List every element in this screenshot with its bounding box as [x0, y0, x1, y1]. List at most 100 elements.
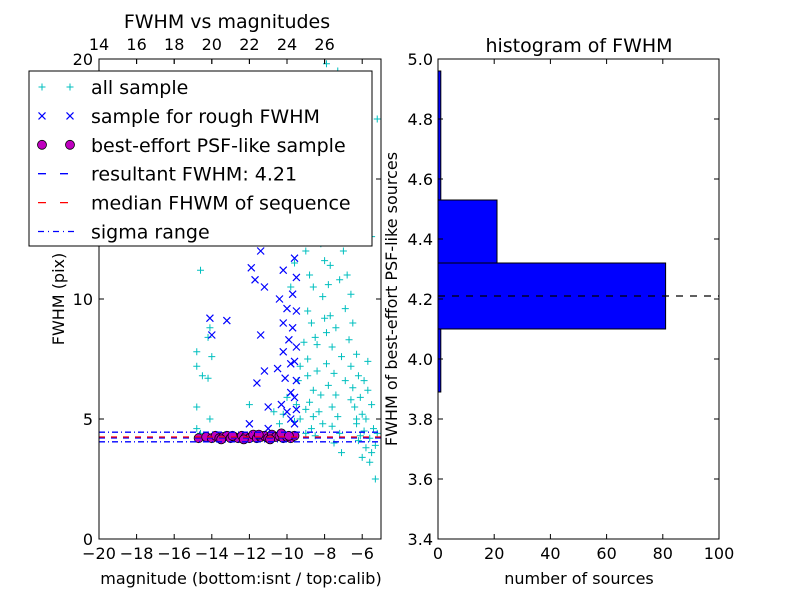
all-sample-point: [347, 362, 355, 370]
rough-fwhm-point: [205, 314, 214, 323]
legend-entry: resultant FWHM: 4.21: [38, 164, 297, 186]
all-sample-point: [330, 439, 338, 447]
all-sample-point: [275, 420, 283, 428]
all-sample-point: [197, 266, 205, 274]
all-sample-point: [336, 429, 344, 437]
all-sample-point: [358, 410, 366, 418]
rough-fwhm-point: [292, 307, 301, 315]
rough-fwhm-point: [283, 304, 291, 313]
legend-plus-marker: [66, 83, 74, 91]
all-sample-point: [283, 393, 291, 401]
x-tick-label: −16: [157, 544, 191, 563]
all-sample-point: [306, 398, 314, 406]
legend: all sample sample for rough FWHM best-effo…: [28, 70, 373, 247]
all-sample-point: [206, 415, 214, 423]
right-chart-title: histogram of FWHM: [485, 35, 672, 57]
rough-fwhm-point: [292, 343, 301, 351]
all-sample-point: [362, 444, 370, 452]
legend-label: all sample: [91, 77, 188, 99]
all-sample-point: [302, 429, 310, 437]
rough-fwhm-point: [207, 331, 216, 339]
rough-fwhm-point: [292, 376, 301, 385]
all-sample-point: [304, 355, 312, 363]
rough-fwhm-point: [286, 388, 295, 397]
all-sample-point: [304, 372, 312, 380]
y-tick-label: 5.0: [408, 50, 433, 69]
all-sample-point: [332, 391, 340, 399]
all-sample-point: [368, 401, 376, 409]
all-sample-point: [334, 413, 342, 421]
left-chart-title: FWHM vs magnitudes: [124, 11, 330, 33]
legend-x-marker: [66, 111, 74, 120]
all-sample-point: [321, 257, 329, 265]
rough-fwhm-point: [290, 357, 299, 366]
all-sample-point: [339, 247, 347, 255]
all-sample-point: [347, 290, 355, 298]
psf-like-point: [216, 434, 227, 445]
all-sample-point: [193, 348, 201, 356]
all-sample-point: [354, 437, 362, 445]
all-sample-point: [368, 449, 376, 457]
right-y-axis-label: FWHM of best-effort PSF-like sources: [382, 152, 401, 446]
legend-circle-marker: [37, 139, 47, 150]
legend-plus-marker: [38, 83, 46, 91]
legend-entries: all sample sample for rough FWHM best-effo…: [37, 77, 351, 244]
rough-fwhm-point: [288, 323, 297, 332]
legend-label: sample for rough FWHM: [91, 106, 320, 128]
all-sample-point: [349, 319, 357, 327]
all-sample-point: [317, 391, 325, 399]
top-x-tick-label: 24: [277, 35, 297, 54]
all-sample-point: [193, 362, 201, 370]
left-x-axis-label: magnitude (bottom:isnt / top:calib): [100, 569, 381, 588]
all-sample-point: [341, 305, 349, 313]
y-tick-label: 3.6: [408, 470, 433, 489]
all-sample-point: [296, 415, 304, 423]
all-sample-point: [309, 283, 317, 291]
all-sample-point: [353, 415, 361, 423]
all-sample-point: [321, 314, 329, 322]
legend-entry: median FHWM of sequence: [38, 193, 351, 215]
rough-fwhm-point: [251, 275, 259, 284]
right-x-axis-label: number of sources: [504, 569, 654, 588]
all-sample-point: [328, 422, 336, 430]
all-sample-point: [309, 386, 317, 394]
y-tick-label: 4.2: [408, 290, 433, 309]
y-tick-label: 20: [73, 50, 93, 69]
top-x-tick-label: 20: [202, 35, 222, 54]
rough-fwhm-point: [281, 374, 290, 383]
x-tick-label: 40: [540, 544, 560, 563]
all-sample-point: [373, 115, 381, 123]
rough-fwhm-point: [275, 295, 284, 303]
psf-like-point: [238, 434, 249, 445]
all-sample-point: [358, 453, 366, 461]
all-sample-point: [326, 261, 334, 269]
rough-fwhm-point: [279, 266, 288, 275]
all-sample-point: [193, 403, 201, 411]
x-tick-label: 60: [596, 544, 616, 563]
all-sample-point: [324, 281, 332, 289]
rough-fwhm-point: [277, 400, 286, 409]
all-sample-point: [311, 333, 319, 341]
all-sample-point: [356, 393, 364, 401]
rough-fwhm-point: [290, 419, 299, 428]
rough-fwhm-point: [245, 419, 254, 428]
all-sample-point: [307, 425, 315, 433]
all-sample-point: [328, 403, 336, 411]
all-sample-point: [193, 425, 201, 433]
x-tick-label: 20: [484, 544, 504, 563]
rough-fwhm-point: [264, 403, 273, 411]
rough-fwhm-point: [222, 316, 231, 325]
all-sample-point: [338, 449, 346, 457]
top-x-tick-label: 26: [314, 35, 334, 54]
all-sample-point: [302, 405, 310, 413]
left-axis-ticks: −20−18−16−14−12−10−8−6051015201416182022…: [73, 35, 381, 563]
all-sample-point: [291, 259, 299, 267]
all-sample-point: [302, 247, 310, 255]
x-tick-label: −14: [195, 544, 229, 563]
all-sample-point: [360, 427, 368, 435]
all-sample-point: [313, 341, 321, 349]
rough-fwhm-point: [284, 335, 293, 344]
rough-fwhm-point: [283, 407, 291, 416]
left-scatter-panel: FWHM vs magnitudes −20 −18 −16 −14 −12 −10 −8−…: [28, 11, 382, 588]
legend-label: sigma range: [91, 222, 210, 244]
